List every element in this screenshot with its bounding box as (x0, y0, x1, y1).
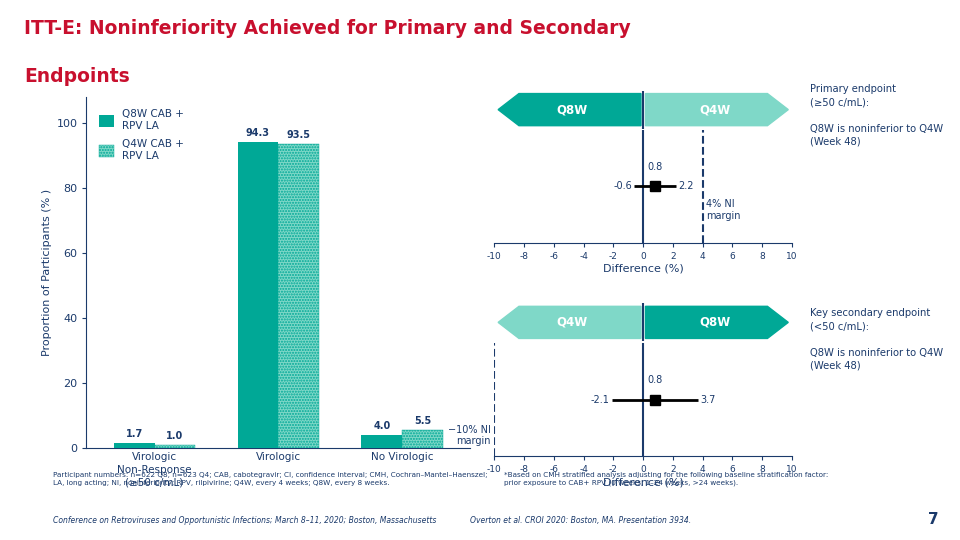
Text: 93.5: 93.5 (287, 131, 311, 140)
Text: 0.8: 0.8 (647, 375, 662, 386)
Text: 2.2: 2.2 (678, 181, 694, 191)
Text: Q4W: Q4W (556, 316, 588, 329)
Text: Key secondary endpoint
(<50 c/mL):

Q8W is noninferior to Q4W
(Week 48): Key secondary endpoint (<50 c/mL): Q8W i… (809, 308, 943, 371)
Text: ITT-E: Noninferiority Achieved for Primary and Secondary: ITT-E: Noninferiority Achieved for Prima… (24, 19, 631, 38)
Text: Conference on Retroviruses and Opportunistic Infections; March 8–11, 2020; Bosto: Conference on Retroviruses and Opportuni… (53, 516, 436, 525)
Text: 0.8: 0.8 (647, 162, 662, 172)
FancyArrow shape (645, 93, 788, 126)
Text: Participant numbers: n=622 Q8; n=623 Q4; CAB, cabotegravir; CI, confidence inter: Participant numbers: n=622 Q8; n=623 Q4;… (53, 472, 488, 485)
Text: 1.7: 1.7 (126, 429, 143, 439)
Text: Q8W: Q8W (556, 103, 588, 116)
X-axis label: Difference (%): Difference (%) (603, 477, 684, 487)
Text: 3.7: 3.7 (701, 395, 716, 404)
Text: Q4W: Q4W (699, 103, 731, 116)
Text: Endpoints: Endpoints (24, 68, 130, 86)
Text: 4% NI
margin: 4% NI margin (707, 199, 741, 221)
FancyArrow shape (645, 306, 788, 339)
Text: 5.5: 5.5 (414, 416, 431, 427)
Bar (113, 443, 155, 448)
Text: −10% NI
margin: −10% NI margin (447, 424, 491, 446)
FancyArrow shape (498, 306, 641, 339)
Text: -0.6: -0.6 (613, 181, 632, 191)
Text: 4.0: 4.0 (373, 421, 391, 431)
Text: Q8W: Q8W (699, 316, 731, 329)
Y-axis label: Proportion of Participants (% ): Proportion of Participants (% ) (42, 189, 52, 356)
Text: 7: 7 (928, 511, 939, 526)
Bar (237, 141, 278, 448)
Text: 94.3: 94.3 (246, 128, 270, 138)
Legend: Q8W CAB +
RPV LA, Q4W CAB +
RPV LA: Q8W CAB + RPV LA, Q4W CAB + RPV LA (99, 110, 184, 161)
Bar (402, 430, 444, 448)
Bar (361, 435, 402, 448)
Text: *Based on CMH stratified analysis adjusting for the following baseline stratific: *Based on CMH stratified analysis adjust… (504, 472, 828, 486)
Text: Primary endpoint
(≥50 c/mL):

Q8W is noninferior to Q4W
(Week 48): Primary endpoint (≥50 c/mL): Q8W is noni… (809, 84, 943, 147)
Text: Overton et al. CROI 2020: Boston, MA. Presentation 3934.: Overton et al. CROI 2020: Boston, MA. Pr… (470, 516, 691, 525)
Bar (155, 445, 196, 448)
Text: Adjusted Treatment Difference at Week 48 (95%  CI)*: Adjusted Treatment Difference at Week 48… (499, 71, 833, 81)
Bar (278, 144, 320, 448)
Text: -2.1: -2.1 (590, 395, 610, 404)
Text: 1.0: 1.0 (166, 431, 183, 441)
X-axis label: Difference (%): Difference (%) (603, 264, 684, 274)
FancyArrow shape (498, 93, 641, 126)
